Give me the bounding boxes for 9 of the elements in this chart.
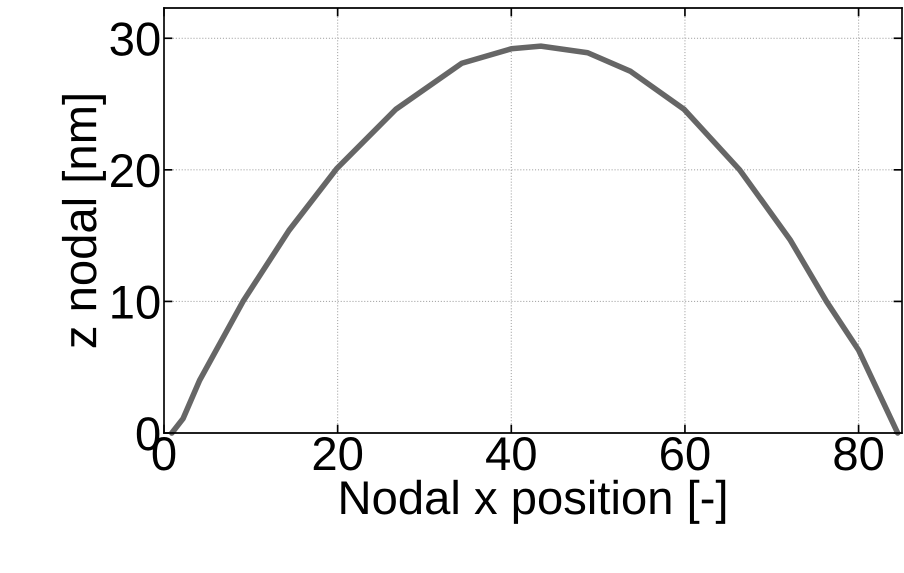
- y-axis-title: z nodal [nm]: [62, 95, 106, 348]
- x-tick-label: 40: [486, 437, 536, 470]
- y-tick-label: 30: [110, 22, 160, 56]
- y-tick-label: 10: [112, 286, 160, 319]
- x-tick-label: 20: [314, 437, 362, 470]
- y-tick-label: 20: [111, 154, 160, 188]
- x-tick-label: 80: [834, 437, 884, 470]
- x-tick-label: 60: [661, 437, 710, 470]
- x-axis-title: Nodal x position [-]: [341, 480, 726, 524]
